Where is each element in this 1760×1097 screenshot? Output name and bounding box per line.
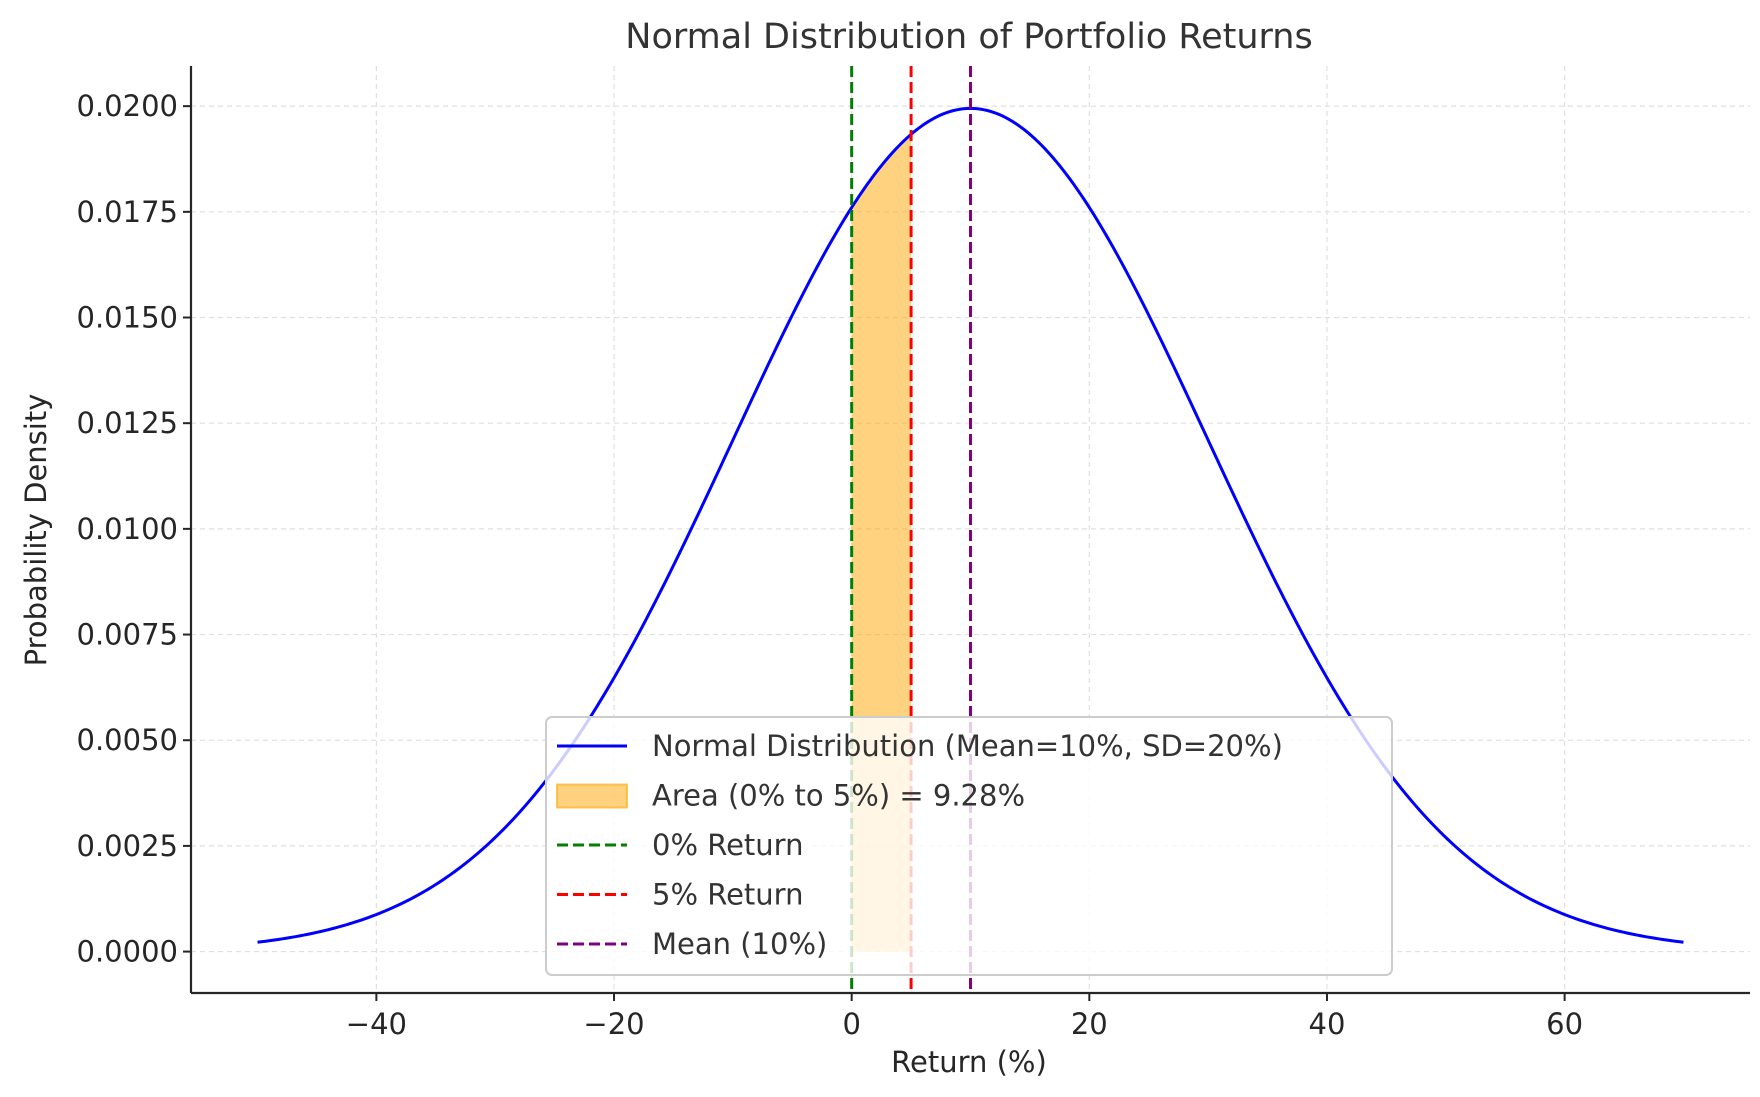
- y-tick-label: 0.0000: [77, 935, 178, 969]
- x-tick-label: 20: [1071, 1007, 1108, 1041]
- y-tick-label: 0.0025: [77, 829, 178, 863]
- x-tick-label: 0: [842, 1007, 860, 1041]
- x-tick-label: 40: [1309, 1007, 1346, 1041]
- y-axis-label: Probability Density: [19, 394, 53, 667]
- x-tick-label: −20: [583, 1007, 644, 1041]
- y-tick-label: 0.0100: [77, 512, 178, 546]
- x-ticks: −40 −20 0 20 40 60: [346, 993, 1583, 1041]
- legend-label: 5% Return: [652, 878, 803, 912]
- legend-box: [545, 716, 1393, 976]
- y-ticks: 0.0000 0.0025 0.0050 0.0075 0.0100 0.0125 0.01…: [77, 89, 191, 969]
- y-tick-label: 0.0175: [77, 195, 178, 229]
- legend: Normal Distribution (Mean=10%, SD=20%) Ar…: [545, 716, 1393, 976]
- x-axis-label: Return (%): [891, 1045, 1047, 1079]
- y-tick-label: 0.0125: [77, 406, 178, 440]
- legend-label: Mean (10%): [652, 927, 827, 961]
- legend-label: Area (0% to 5%) = 9.28%: [652, 779, 1025, 813]
- x-tick-label: −40: [346, 1007, 407, 1041]
- legend-label: 0% Return: [652, 828, 803, 862]
- chart-title: Normal Distribution of Portfolio Returns: [625, 17, 1312, 57]
- y-tick-label: 0.0150: [77, 301, 178, 335]
- x-tick-label: 60: [1546, 1007, 1583, 1041]
- legend-label: Normal Distribution (Mean=10%, SD=20%): [652, 729, 1283, 763]
- y-tick-label: 0.0050: [77, 723, 178, 757]
- y-tick-label: 0.0075: [77, 618, 178, 652]
- legend-swatch-area: [556, 783, 628, 809]
- y-tick-label: 0.0200: [77, 89, 178, 123]
